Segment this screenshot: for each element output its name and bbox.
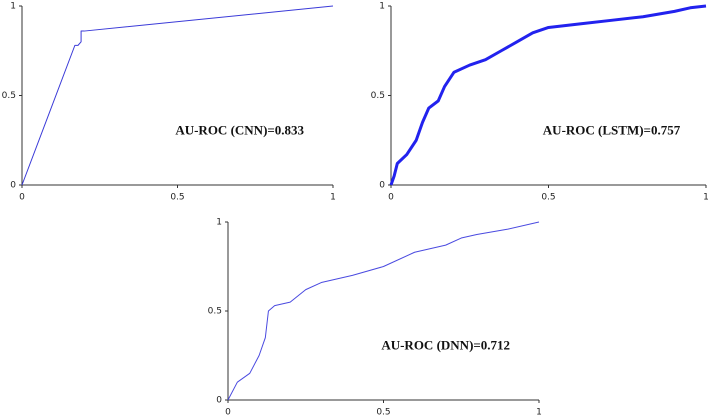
x-tick-label: 0	[225, 408, 231, 416]
x-tick-label: 0	[19, 193, 25, 203]
roc-curve	[227, 221, 540, 401]
x-tick-label: 1	[536, 408, 542, 416]
y-tick-label: 1	[10, 2, 16, 12]
x-tick-label: 0.5	[170, 193, 184, 203]
y-tick-label: 0	[379, 181, 385, 191]
roc-curve	[21, 5, 334, 186]
annotation: AU-ROC (DNN)=0.712	[381, 338, 510, 353]
x-tick-label: 0.5	[376, 408, 390, 416]
roc-curve	[389, 4, 707, 186]
x-tick-label: 1	[330, 193, 336, 203]
y-tick-label: 1	[216, 218, 222, 228]
y-tick-label: 0	[10, 181, 16, 191]
annotation: AU-ROC (CNN)=0.833	[175, 122, 304, 137]
y-tick-label: 0.5	[208, 307, 222, 317]
x-tick-label: 0.5	[541, 193, 555, 203]
x-tick-label: 0	[388, 193, 394, 203]
y-tick-label: 0.5	[2, 91, 16, 101]
x-tick-label: 1	[703, 193, 708, 203]
y-tick-label: 0.5	[371, 91, 385, 101]
y-tick-label: 0	[216, 396, 222, 406]
annotation: AU-ROC (LSTM)=0.757	[543, 122, 681, 137]
y-tick-label: 1	[379, 2, 385, 12]
